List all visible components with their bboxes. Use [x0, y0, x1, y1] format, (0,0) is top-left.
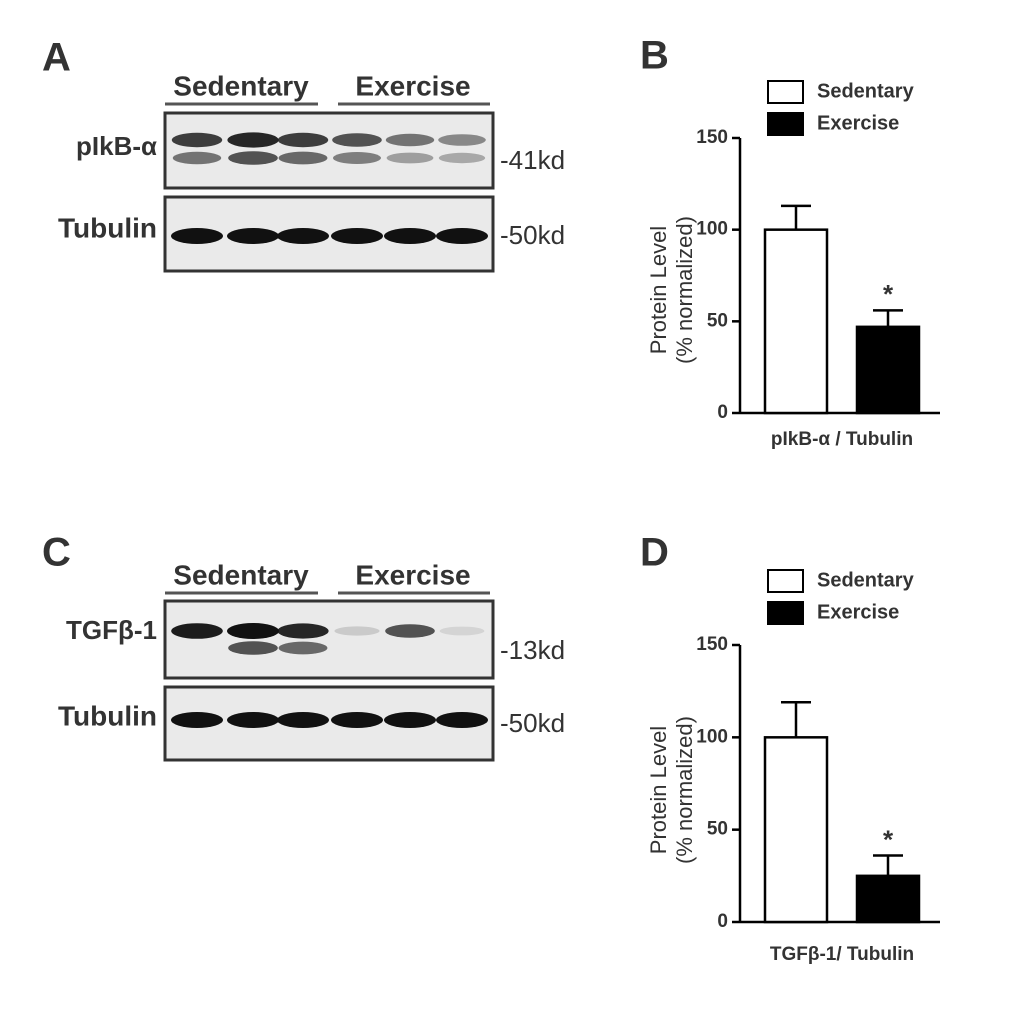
group-label: Sedentary [173, 70, 309, 101]
x-axis-label: pIkB-α / Tubulin [771, 429, 913, 450]
blot-band [171, 712, 223, 728]
group-label: Sedentary [173, 559, 309, 590]
blot-band [278, 151, 328, 165]
blot-band [277, 228, 329, 244]
panel-letter: A [42, 36, 71, 80]
blot-band [385, 624, 435, 638]
legend-swatch [767, 80, 804, 104]
legend-label: Sedentary [817, 80, 915, 102]
y-tick-label: 50 [707, 310, 728, 331]
y-axis-label: (% normalized) [672, 716, 697, 864]
blot-band [384, 712, 436, 728]
legend-swatch [767, 112, 804, 136]
blot-band [436, 228, 488, 244]
blot-band [171, 623, 223, 639]
blot-row-label: pIkB-α [76, 131, 157, 161]
y-tick-label: 100 [696, 219, 728, 240]
blot-size-label: -50kd [500, 220, 565, 250]
blot-band [331, 712, 383, 728]
blot-membrane [163, 111, 495, 190]
legend-label: Exercise [817, 601, 899, 623]
y-axis-label: (% normalized) [672, 216, 697, 364]
blot-band [332, 133, 382, 147]
significance-marker: * [883, 824, 894, 854]
blot-band [227, 712, 279, 728]
legend-swatch [767, 569, 804, 593]
blot-band [333, 152, 381, 164]
blot-band [171, 132, 223, 148]
blot-band [386, 152, 434, 164]
blot-band [228, 641, 278, 655]
blot-band [227, 623, 279, 639]
blot-row-label: TGFβ-1 [66, 615, 157, 645]
blot-row-label: Tubulin [58, 212, 157, 243]
blot-membrane [163, 599, 495, 680]
blot-band [438, 134, 486, 146]
x-axis-label: TGFβ-1/ Tubulin [770, 944, 914, 965]
panel-letter: B [640, 34, 669, 78]
y-tick-label: 150 [696, 127, 728, 148]
blot-band [277, 132, 329, 148]
bar [763, 736, 829, 924]
blot-band [439, 626, 485, 636]
y-tick-label: 100 [696, 726, 728, 747]
y-tick-label: 50 [707, 819, 728, 840]
bar [855, 325, 921, 415]
blot-band [278, 641, 328, 655]
bar [763, 228, 829, 415]
blot-band [277, 712, 329, 728]
blot-band [227, 228, 279, 244]
blot-size-label: -41kd [500, 145, 565, 175]
bar [855, 874, 921, 924]
blot-band [172, 151, 222, 165]
blot-band [227, 132, 279, 148]
blot-band [331, 228, 383, 244]
blot-band [384, 228, 436, 244]
blot-band [277, 623, 329, 639]
significance-marker: * [883, 279, 894, 309]
panel-letter: D [640, 531, 669, 575]
group-label: Exercise [355, 559, 470, 590]
y-tick-label: 150 [696, 634, 728, 655]
y-axis-label: Protein Level [646, 726, 671, 854]
y-tick-label: 0 [717, 911, 728, 932]
y-axis-label: Protein Level [646, 226, 671, 354]
blot-row-label: Tubulin [58, 700, 157, 731]
blot-size-label: -13kd [500, 635, 565, 665]
legend-swatch [767, 601, 804, 625]
blot-band [334, 626, 380, 636]
legend-label: Sedentary [817, 569, 915, 591]
blot-band [436, 712, 488, 728]
group-label: Exercise [355, 70, 470, 101]
blot-band [171, 228, 223, 244]
blot-band [228, 151, 278, 165]
blot-band [438, 152, 486, 164]
blot-size-label: -50kd [500, 708, 565, 738]
y-tick-label: 0 [717, 402, 728, 423]
blot-band [385, 133, 435, 147]
legend-label: Exercise [817, 112, 899, 134]
panel-letter: C [42, 531, 71, 575]
